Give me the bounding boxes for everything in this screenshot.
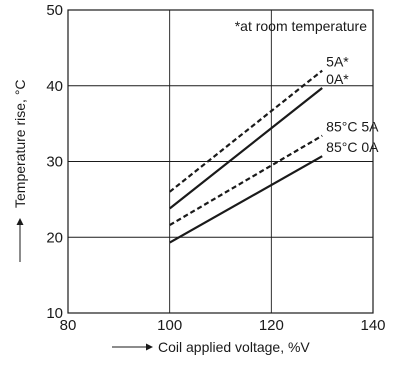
x-tick-label-140: 140 <box>360 317 385 334</box>
note-annotation: *at room temperature <box>235 18 367 34</box>
x-tick-label-120: 120 <box>259 317 284 334</box>
x-tick-label-100: 100 <box>157 317 182 334</box>
tick-labels: 80 100 120 140 10 20 30 40 50 <box>46 2 385 334</box>
series-labels: 5A*0A* 85°C 5A 85°C 0A <box>326 54 379 156</box>
y-axis-arrow-head <box>16 218 24 225</box>
series-label-85-c-5a: 85°C 5A <box>326 119 379 135</box>
series-lines <box>169 69 323 244</box>
x-axis-title: Coil applied voltage, %V <box>112 339 310 355</box>
series-line-85-c-5a <box>169 134 323 227</box>
x-tick-label-80: 80 <box>60 317 77 334</box>
series-line-85-c-0a <box>169 155 323 244</box>
y-tick-label-10: 10 <box>46 305 63 322</box>
series-label-85-c-0a: 85°C 0A <box>326 139 379 155</box>
series-label-5a: 5A* <box>326 54 349 70</box>
y-tick-label-40: 40 <box>46 78 63 95</box>
series-line-0a <box>169 87 323 210</box>
x-axis-label: Coil applied voltage, %V <box>158 339 310 355</box>
y-tick-label-50: 50 <box>46 2 63 19</box>
y-tick-label-30: 30 <box>46 154 63 171</box>
y-axis-title: Temperature rise, °C <box>12 79 28 262</box>
series-line-5a <box>169 69 323 193</box>
y-tick-label-20: 20 <box>46 229 63 246</box>
x-axis-arrow-head <box>146 343 153 351</box>
series-label-0a: 0A* <box>326 71 349 87</box>
grid-lines <box>68 10 373 313</box>
y-axis-label: Temperature rise, °C <box>12 79 28 208</box>
